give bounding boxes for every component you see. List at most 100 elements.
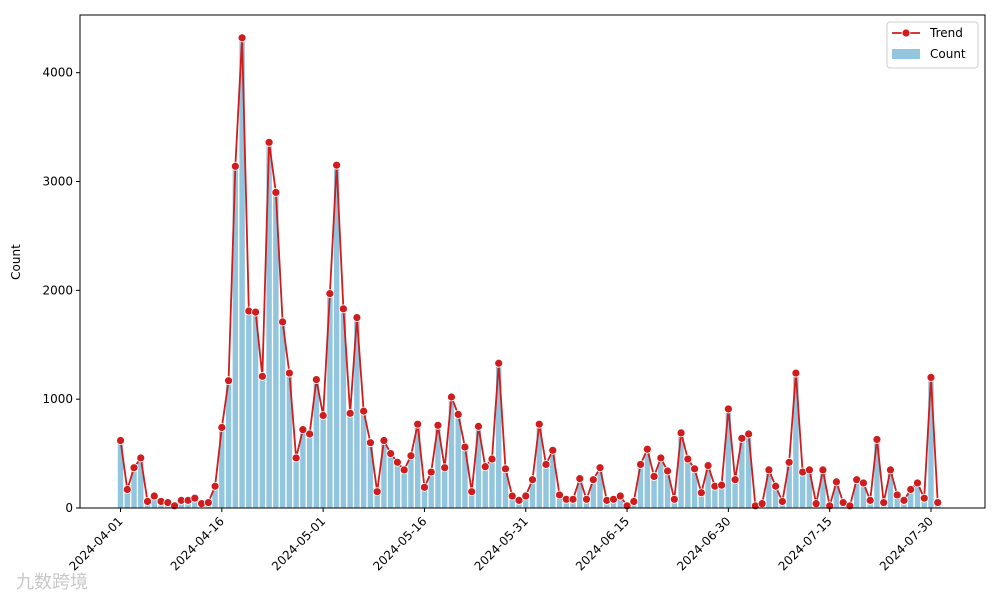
trend-marker (379, 436, 389, 445)
bar (286, 373, 293, 508)
trend-marker (588, 475, 598, 485)
trend-marker (305, 429, 315, 439)
bar (367, 442, 374, 508)
trend-marker (757, 499, 767, 509)
bar (469, 491, 475, 508)
trend-marker (906, 485, 916, 494)
bar (914, 482, 921, 508)
trend-marker (683, 454, 693, 464)
x-tick-label: 2024-06-15 (573, 514, 632, 573)
bar (246, 311, 252, 508)
bar (860, 482, 867, 508)
trend-marker (210, 481, 220, 491)
bar (894, 494, 900, 508)
trend-marker (291, 453, 301, 463)
trend-marker (224, 376, 233, 386)
bar (597, 467, 603, 508)
bar (381, 440, 387, 508)
bar (273, 192, 279, 508)
trend-marker (514, 495, 524, 505)
trend-marker (926, 373, 936, 382)
bar (239, 37, 245, 508)
bar (455, 414, 461, 508)
bar (151, 496, 157, 508)
bar (502, 468, 509, 508)
trend-marker (818, 465, 828, 475)
trend-marker (595, 463, 605, 473)
trend-marker (393, 457, 402, 467)
trend-marker (251, 307, 260, 317)
bar (725, 408, 732, 508)
trend-marker (676, 428, 686, 438)
bar (212, 486, 218, 508)
x-tick-label: 2024-07-30 (877, 514, 936, 573)
bar (374, 491, 380, 508)
trend-marker (669, 494, 679, 504)
bar (793, 373, 799, 508)
trend-marker (264, 137, 274, 147)
trend-marker (359, 406, 369, 416)
trend-marker (487, 454, 497, 464)
trend-marker (352, 313, 362, 322)
bar (401, 469, 407, 508)
bar (192, 498, 198, 508)
trend-marker (413, 419, 423, 429)
legend-label: Trend (929, 26, 963, 40)
x-tick-label: 2024-04-01 (66, 514, 125, 573)
trend-marker (217, 423, 227, 432)
bar (354, 317, 360, 508)
bar (360, 411, 367, 508)
bar (333, 165, 340, 508)
trend-marker (440, 463, 450, 473)
bar (550, 450, 556, 508)
trend-marker (480, 462, 490, 472)
trend-marker (730, 475, 740, 485)
trend-marker (278, 317, 288, 327)
bar (117, 440, 124, 508)
trend-line (119, 37, 939, 508)
bar (131, 467, 137, 508)
trend-marker (859, 478, 868, 488)
trend-marker (845, 501, 855, 511)
bar (259, 376, 266, 508)
bar (394, 462, 401, 508)
trend-marker (116, 436, 125, 445)
x-tick-label: 2024-06-30 (674, 514, 733, 573)
bar (536, 424, 542, 508)
bar (489, 459, 495, 508)
trend-marker (899, 495, 909, 505)
bar (387, 453, 394, 508)
bar (408, 455, 414, 508)
bar (685, 459, 691, 508)
trend-marker (541, 460, 551, 469)
trend-marker (764, 465, 774, 475)
trend-marker (507, 491, 517, 501)
trend-marker (426, 467, 436, 477)
trend-marker (690, 464, 699, 474)
legend-swatch (892, 49, 920, 59)
bar (908, 489, 914, 508)
trend-marker (453, 410, 463, 419)
bar (225, 380, 232, 508)
bar (340, 308, 347, 508)
bar (252, 312, 259, 508)
bar (124, 489, 130, 508)
bar (833, 481, 840, 508)
y-tick-label: 3000 (42, 175, 73, 189)
bar (691, 468, 698, 508)
bar (475, 426, 482, 508)
trend-marker (170, 501, 179, 511)
trend-marker (433, 420, 443, 430)
bar (921, 498, 927, 508)
bar (658, 457, 664, 508)
trend-marker (143, 497, 152, 506)
trend-marker (879, 498, 889, 507)
trend-marker (811, 499, 821, 509)
bar (482, 466, 488, 508)
bar (138, 457, 144, 508)
trend-marker (534, 419, 544, 429)
bar (347, 413, 353, 508)
bar (745, 433, 752, 508)
trend-marker (474, 421, 483, 431)
trend-marker (717, 480, 727, 490)
